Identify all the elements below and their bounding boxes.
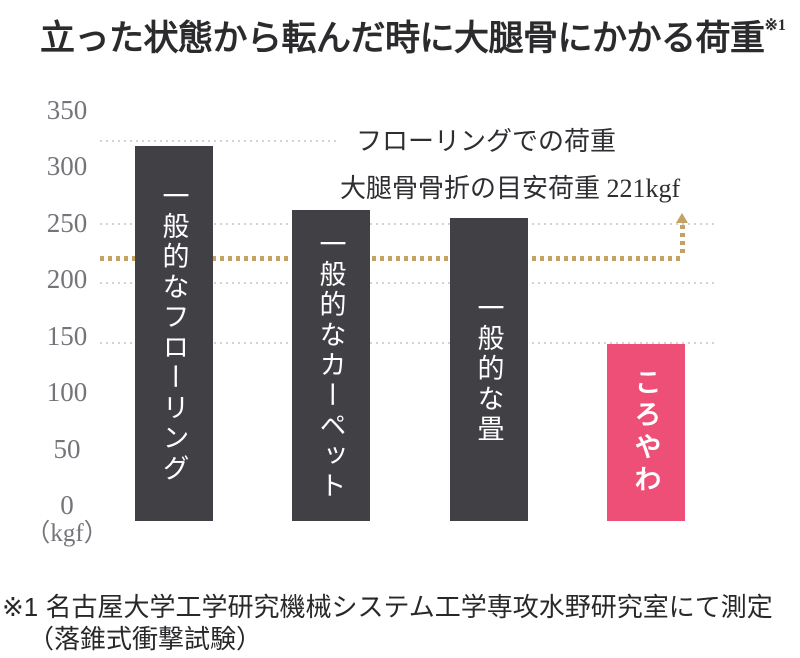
bar-flooring: 一般的なフローリング xyxy=(135,146,213,521)
y-axis-unit-label: （kgf） xyxy=(25,520,109,547)
gridline xyxy=(100,222,718,225)
annotation-flooring-label: フローリングでの荷重 xyxy=(356,127,617,156)
title-superscript: ※1 xyxy=(764,17,786,34)
bar-label: 一般的なカーペット xyxy=(315,229,346,502)
y-axis-tick-label: 0 xyxy=(60,490,74,520)
y-axis-tick-label: 300 xyxy=(46,151,88,182)
y-axis-tick-label: 200 xyxy=(46,264,88,295)
y-axis-tick-label: 50 xyxy=(53,433,81,464)
footnote: ※1 名古屋大学工学研究機械システム工学専攻水野研究室にて測定 （落錐式衝撃試験… xyxy=(2,591,773,655)
bar-tatami: 一般的な畳 xyxy=(450,217,528,521)
page-title-text: 立った状態から転んだ時に大腿骨にかかる荷重 xyxy=(40,19,765,58)
gridline xyxy=(100,282,718,284)
footnote-line-2: （落錐式衝撃試験） xyxy=(28,624,263,654)
page-title: 立った状態から転んだ時に大腿骨にかかる荷重※1 xyxy=(40,10,786,61)
gridline xyxy=(100,341,718,344)
bar-label: 一般的な畳 xyxy=(473,293,504,445)
bar-label: 一般的なフローリング xyxy=(158,182,189,485)
threshold-arrow-head-icon xyxy=(676,213,688,223)
threshold-reference-line xyxy=(100,256,684,261)
annotation-threshold-label: 大腿骨骨折の目安荷重 221kgf xyxy=(340,174,681,203)
y-axis-tick-label: 100 xyxy=(46,377,88,408)
bar-label: ころやわ xyxy=(630,367,661,498)
threshold-arrow-vertical-line xyxy=(680,225,685,256)
bar-koroyawa: ころやわ xyxy=(607,343,685,521)
footnote-line-1: ※1 名古屋大学工学研究機械システム工学専攻水野研究室にて測定 xyxy=(2,592,773,622)
bar-carpet: 一般的なカーペット xyxy=(292,210,370,521)
y-axis-tick-label: 150 xyxy=(46,320,88,351)
flooring-reference-line xyxy=(100,140,337,143)
y-axis-tick-label: 250 xyxy=(46,207,88,238)
y-axis-tick-label: 350 xyxy=(46,95,88,125)
